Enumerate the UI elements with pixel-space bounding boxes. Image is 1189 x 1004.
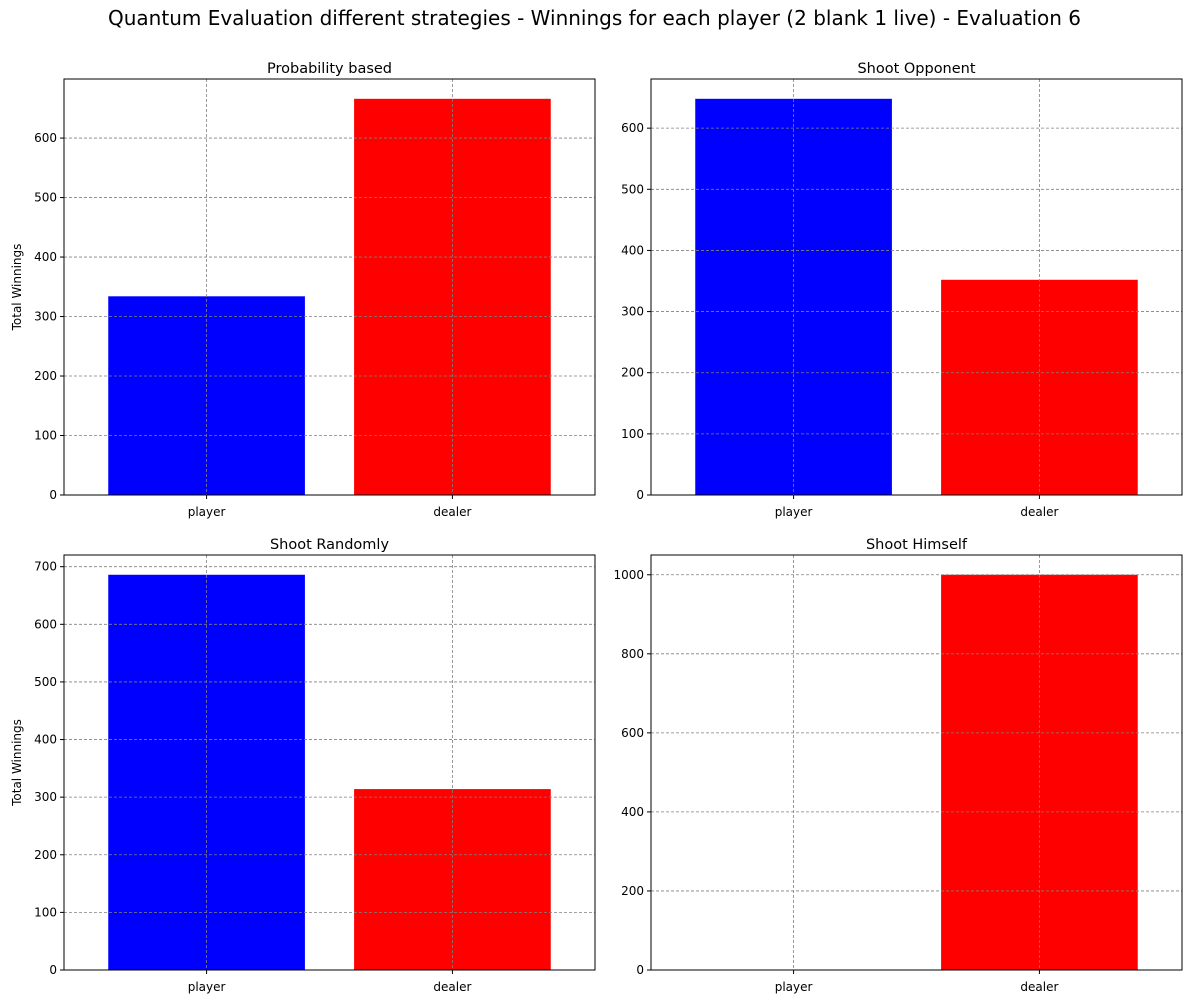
y-tick-label: 400 — [34, 733, 57, 747]
y-tick-label: 500 — [34, 675, 57, 689]
y-tick-label: 300 — [621, 305, 644, 319]
x-tick-label: player — [188, 980, 226, 994]
x-tick-label: player — [775, 980, 813, 994]
chart-panel-2: 0 100 200 300 400 500 600 player dealer Shoot Opp… — [621, 61, 1183, 519]
y-tick-label: 600 — [621, 121, 644, 135]
y-tick-label: 300 — [34, 790, 57, 804]
axes-frame — [63, 554, 596, 971]
axes-frame — [63, 78, 596, 496]
y-tick-label: 400 — [621, 805, 644, 819]
y-tick-label: 200 — [34, 848, 57, 862]
x-tick-label: dealer — [1020, 505, 1058, 519]
y-tick-label: 600 — [621, 726, 644, 740]
x-tick-label: dealer — [433, 505, 471, 519]
x-tick-label: dealer — [1020, 980, 1058, 994]
y-tick-label: 0 — [49, 963, 57, 977]
chart-title: Shoot Randomly — [270, 537, 389, 553]
y-tick-label: 700 — [34, 560, 57, 574]
y-tick-label: 100 — [34, 905, 57, 919]
axes-frame — [650, 554, 1183, 971]
bar-dealer — [354, 789, 551, 970]
y-tick-label: 800 — [621, 647, 644, 661]
chart-title: Shoot Opponent — [857, 61, 975, 77]
chart-title: Shoot Himself — [866, 537, 968, 553]
y-tick-label: 500 — [34, 191, 57, 205]
y-tick-label: 100 — [34, 429, 57, 443]
x-tick-label: player — [775, 505, 813, 519]
chart-panel-4: 0 200 400 600 800 1000 player dealer Shoot Himse… — [613, 537, 1183, 994]
y-tick-label: 200 — [621, 366, 644, 380]
y-tick-label: 600 — [34, 131, 57, 145]
y-tick-label: 0 — [636, 963, 644, 977]
axes-frame — [650, 78, 1183, 496]
y-tick-label: 400 — [34, 250, 57, 264]
x-tick-label: dealer — [433, 980, 471, 994]
chart-panel-3: 0 100 200 300 400 500 600 700 player dealer Shoot … — [10, 537, 596, 994]
y-tick-label: 0 — [636, 488, 644, 502]
y-tick-label: 200 — [34, 369, 57, 383]
y-tick-label: 200 — [621, 884, 644, 898]
figure-title: Quantum Evaluation different strategies … — [108, 6, 1081, 30]
bar-dealer — [941, 279, 1138, 495]
chart-title: Probability based — [267, 61, 392, 77]
y-tick-label: 100 — [621, 427, 644, 441]
chart-panel-1: 0 100 200 300 400 500 600 player dealer Probabili… — [10, 61, 596, 519]
y-axis-label: Total Winnings — [10, 244, 24, 332]
y-tick-label: 400 — [621, 243, 644, 257]
y-tick-label: 0 — [49, 488, 57, 502]
y-tick-label: 1000 — [613, 568, 644, 582]
y-tick-label: 300 — [34, 310, 57, 324]
y-tick-label: 500 — [621, 182, 644, 196]
y-axis-label: Total Winnings — [10, 719, 24, 807]
y-tick-label: 600 — [34, 617, 57, 631]
x-tick-label: player — [188, 505, 226, 519]
